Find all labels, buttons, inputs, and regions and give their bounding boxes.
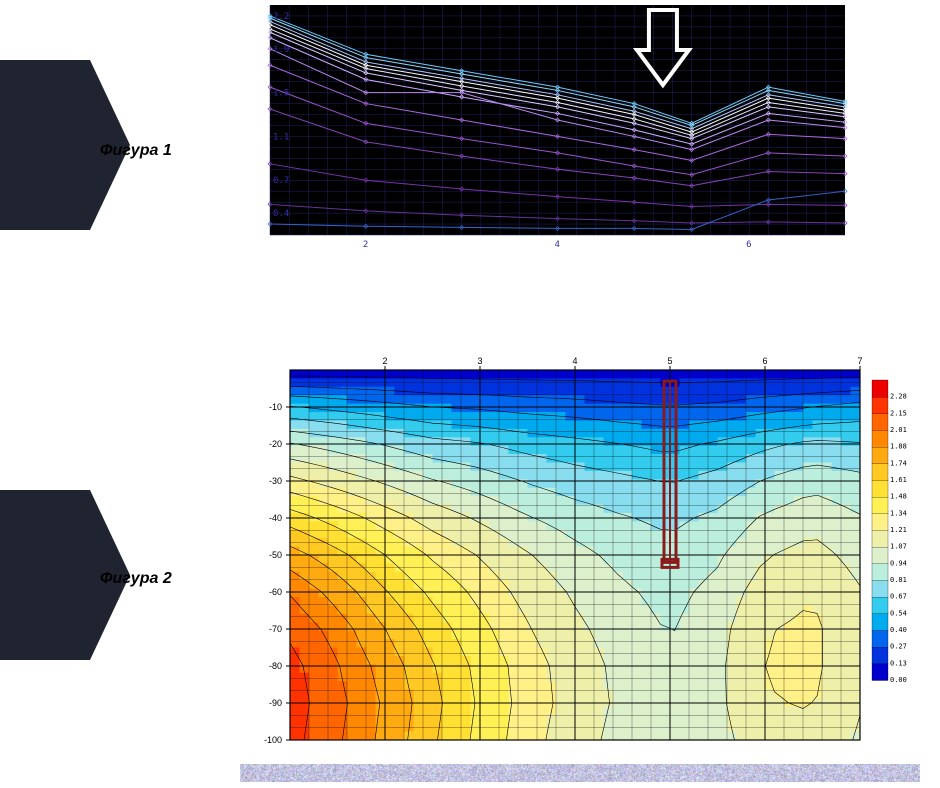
svg-text:3: 3 bbox=[477, 356, 482, 366]
svg-text:1.1: 1.1 bbox=[273, 132, 289, 142]
noise-bar bbox=[240, 764, 920, 782]
svg-text:-60: -60 bbox=[269, 587, 282, 597]
svg-text:-50: -50 bbox=[269, 550, 282, 560]
figure2-label: Фигура 2 bbox=[100, 570, 172, 588]
svg-text:1.07: 1.07 bbox=[890, 543, 907, 551]
svg-text:0.13: 0.13 bbox=[890, 659, 907, 667]
figure2-chart: -10 -20 -30 -40 -50 -60 -70 -80 -90 -100 2 3 4 5 6 7 0.0… bbox=[240, 350, 920, 750]
svg-text:-10: -10 bbox=[269, 402, 282, 412]
svg-text:2.15: 2.15 bbox=[890, 409, 907, 417]
svg-text:2.28: 2.28 bbox=[890, 393, 907, 401]
svg-text:0.27: 0.27 bbox=[890, 643, 907, 651]
svg-text:0.94: 0.94 bbox=[890, 559, 907, 567]
svg-text:-70: -70 bbox=[269, 624, 282, 634]
svg-text:2: 2 bbox=[363, 240, 368, 250]
svg-text:4: 4 bbox=[555, 240, 560, 250]
svg-text:7: 7 bbox=[857, 356, 862, 366]
svg-text:2.01: 2.01 bbox=[890, 426, 907, 434]
svg-text:0.7: 0.7 bbox=[273, 176, 289, 186]
svg-text:1.48: 1.48 bbox=[890, 493, 907, 501]
svg-text:-90: -90 bbox=[269, 698, 282, 708]
svg-text:0.40: 0.40 bbox=[890, 626, 907, 634]
svg-text:0.4: 0.4 bbox=[273, 209, 289, 219]
svg-text:0.54: 0.54 bbox=[890, 609, 907, 617]
svg-text:2: 2 bbox=[382, 356, 387, 366]
svg-text:4: 4 bbox=[572, 356, 577, 366]
figure2-pentagon bbox=[0, 490, 90, 660]
svg-text:1.9: 1.9 bbox=[273, 45, 289, 55]
svg-text:-30: -30 bbox=[269, 476, 282, 486]
figure1-label: Фигура 1 bbox=[100, 142, 172, 160]
svg-text:-100: -100 bbox=[264, 735, 282, 745]
svg-text:-80: -80 bbox=[269, 661, 282, 671]
svg-text:1.74: 1.74 bbox=[890, 459, 907, 467]
svg-text:1.5: 1.5 bbox=[273, 89, 289, 99]
svg-text:-40: -40 bbox=[269, 513, 282, 523]
figure1-pentagon bbox=[0, 60, 90, 230]
svg-text:0.00: 0.00 bbox=[890, 676, 907, 684]
svg-text:1.21: 1.21 bbox=[890, 526, 907, 534]
svg-text:-20: -20 bbox=[269, 439, 282, 449]
svg-text:0.67: 0.67 bbox=[890, 593, 907, 601]
svg-text:0.81: 0.81 bbox=[890, 576, 907, 584]
svg-text:6: 6 bbox=[762, 356, 767, 366]
svg-text:1.88: 1.88 bbox=[890, 443, 907, 451]
figure1-chart: 0.4 0.7 1.1 1.5 1.9 2.2 2 4 6 bbox=[240, 0, 850, 250]
svg-text:5: 5 bbox=[667, 356, 672, 366]
svg-text:2.2: 2.2 bbox=[273, 12, 289, 22]
svg-text:1.34: 1.34 bbox=[890, 509, 907, 517]
svg-text:1.61: 1.61 bbox=[890, 476, 907, 484]
svg-text:6: 6 bbox=[746, 240, 751, 250]
